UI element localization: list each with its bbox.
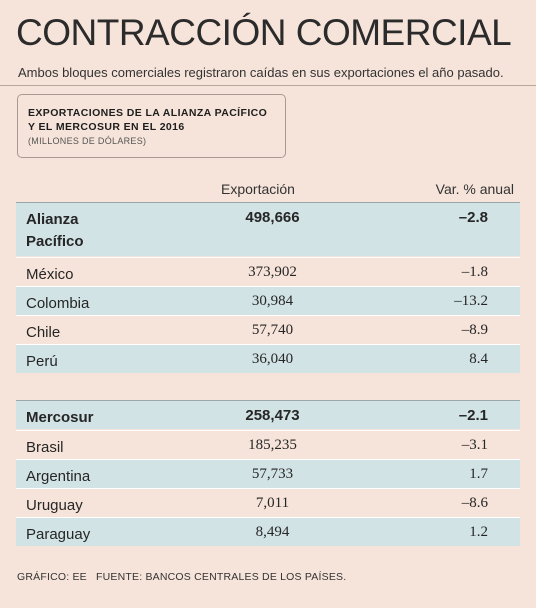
row-name: México (26, 266, 74, 283)
row-export-value: 30,984 (251, 293, 294, 309)
caption-unit: (MILLONES DE DÓLARES) (28, 136, 147, 146)
footer-source: FUENTE: BANCOS CENTRALES DE LOS PAÍSES. (96, 571, 347, 583)
table-row: Argentina 57,733 1.7 (16, 459, 520, 488)
row-var-value: –2.1 (458, 407, 488, 424)
group-total-row: Mercosur 258,473 –2.1 (16, 400, 520, 429)
table-caption-box: EXPORTACIONES DE LA ALIANZA PACÍFICO Y E… (17, 94, 286, 158)
row-var-value: –8.6 (461, 495, 488, 511)
caption-line-2: Y EL MERCOSUR EN EL 2016 (28, 121, 185, 133)
row-export-value: 36,040 (251, 351, 294, 367)
row-name: Perú (26, 353, 58, 370)
row-export-value: 7,011 (255, 495, 290, 511)
row-name: Paraguay (26, 526, 91, 543)
row-export-value: 373,902 (248, 264, 297, 280)
row-export-value: 185,235 (248, 437, 297, 453)
column-header-var: Var. % anual (435, 181, 514, 197)
row-name: Alianza Pacífico (26, 211, 84, 250)
table-row: México 373,902 –1.8 (16, 257, 520, 286)
footer: GRÁFICO: EE FUENTE: BANCOS CENTRALES DE … (17, 571, 352, 583)
row-name: Colombia (26, 295, 90, 312)
table-row: Chile 57,740 –8.9 (16, 315, 520, 344)
row-var-value: –2.8 (458, 209, 488, 226)
row-export-value: 258,473 (245, 407, 300, 424)
column-header-export: Exportación (221, 181, 295, 197)
footer-credit: GRÁFICO: EE (17, 571, 87, 583)
row-var-value: –8.9 (461, 322, 488, 338)
table-row: Perú 36,040 8.4 (16, 344, 520, 373)
row-var-value: 1.7 (469, 466, 488, 482)
table-row: Colombia 30,984 –13.2 (16, 286, 520, 315)
group-total-row: Alianza Pacífico 498,666 –2.8 (16, 202, 520, 256)
row-var-value: –1.8 (461, 264, 488, 280)
row-export-value: 57,733 (251, 466, 294, 482)
subtitle: Ambos bloques comerciales registraron ca… (18, 65, 504, 80)
row-name: Uruguay (26, 497, 83, 514)
caption-line-1: EXPORTACIONES DE LA ALIANZA PACÍFICO (28, 107, 268, 119)
page-title: CONTRACCIÓN COMERCIAL (16, 12, 512, 53)
table-row: Paraguay 8,494 1.2 (16, 517, 520, 546)
row-name: Chile (26, 324, 61, 341)
row-var-value: –13.2 (454, 293, 488, 309)
row-var-value: –3.1 (461, 437, 488, 453)
row-export-value: 498,666 (245, 209, 300, 226)
row-var-value: 1.2 (469, 524, 488, 540)
row-export-value: 57,740 (251, 322, 294, 338)
table-row: Uruguay 7,011 –8.6 (16, 488, 520, 517)
row-name: Mercosur (26, 409, 94, 426)
row-var-value: 8.4 (469, 351, 488, 367)
table-row: Brasil 185,235 –3.1 (16, 430, 520, 459)
row-export-value: 8,494 (255, 524, 290, 540)
divider (0, 85, 536, 86)
row-name: Brasil (26, 439, 64, 456)
row-name: Argentina (26, 468, 91, 485)
